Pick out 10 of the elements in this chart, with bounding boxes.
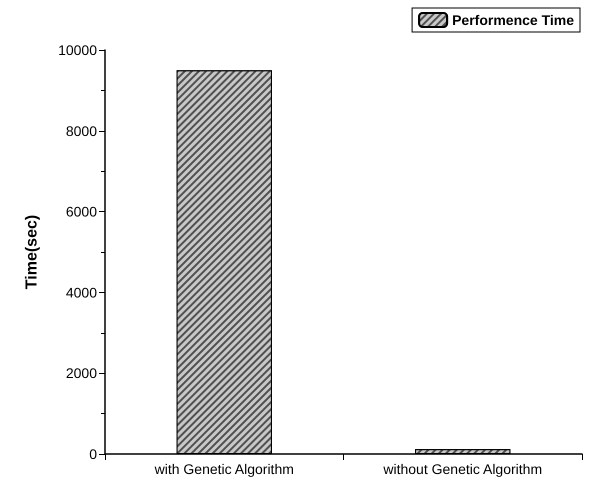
y-tick-label: 2000 bbox=[66, 365, 98, 382]
y-tick-label: 6000 bbox=[66, 204, 98, 220]
y-tick-label: 0 bbox=[89, 446, 98, 462]
y-tick-label: 10000 bbox=[58, 42, 98, 58]
y-axis-title: Time(sec) bbox=[24, 214, 40, 290]
x-tick-label: without Genetic Algorithm bbox=[382, 461, 542, 477]
x-tick-label: with Genetic Algorithm bbox=[154, 461, 294, 477]
legend-label: Performence Time bbox=[452, 12, 574, 28]
y-tick-label: 4000 bbox=[66, 284, 98, 300]
y-tick-label: 8000 bbox=[66, 122, 98, 139]
